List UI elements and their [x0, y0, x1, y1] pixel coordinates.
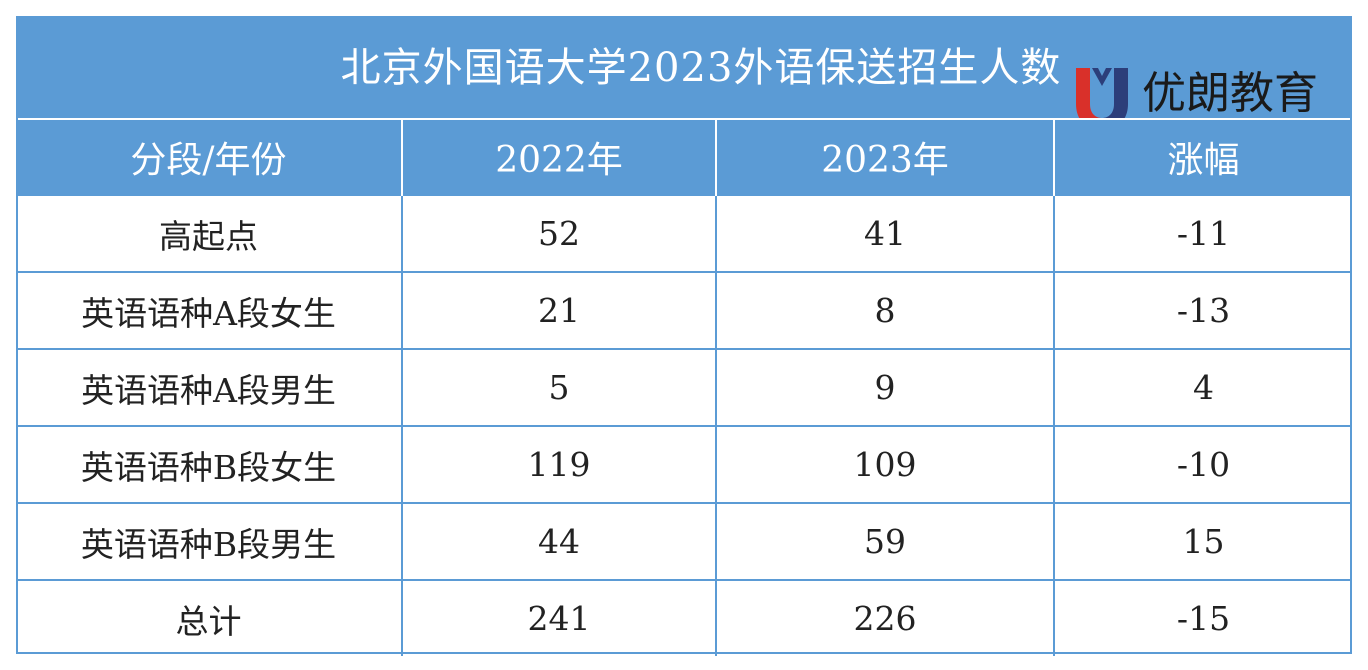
row-label: 总计 [16, 579, 403, 656]
header-segment-year: 分段/年份 [16, 118, 402, 195]
brand-logo: 优朗教育 [1066, 58, 1346, 130]
table-row: 英语语种B段男生 44 59 15 [16, 502, 1352, 581]
table-header-row: 分段/年份 2022年 2023年 涨幅 [16, 118, 1352, 195]
value-2023: 109 [715, 425, 1055, 504]
value-2023: 59 [715, 502, 1055, 581]
page-title: 北京外国语大学2023外语保送招生人数 [340, 45, 1062, 91]
value-2023: 226 [715, 579, 1055, 656]
value-change: -13 [1053, 271, 1352, 350]
table-row: 英语语种A段女生 21 8 -13 [16, 271, 1352, 350]
value-change: -15 [1053, 579, 1352, 656]
header-2023: 2023年 [715, 118, 1054, 195]
row-label: 高起点 [16, 194, 403, 273]
value-2023: 8 [715, 271, 1055, 350]
table-frame [16, 16, 1352, 654]
table-row-total: 总计 241 226 -15 [16, 579, 1352, 656]
value-change: 15 [1053, 502, 1352, 581]
value-change: -10 [1053, 425, 1352, 504]
title-bar: 北京外国语大学2023外语保送招生人数 [16, 16, 1352, 118]
value-2023: 41 [715, 194, 1055, 273]
value-2023: 9 [715, 348, 1055, 427]
header-change: 涨幅 [1053, 118, 1352, 195]
value-2022: 241 [401, 579, 717, 656]
value-2022: 119 [401, 425, 717, 504]
row-label: 英语语种A段男生 [16, 348, 403, 427]
value-2022: 5 [401, 348, 717, 427]
header-2022: 2022年 [401, 118, 716, 195]
value-change: 4 [1053, 348, 1352, 427]
brand-logo-icon [1076, 68, 1128, 130]
row-label: 英语语种B段女生 [16, 425, 403, 504]
table-row: 高起点 52 41 -11 [16, 194, 1352, 273]
row-label: 英语语种B段男生 [16, 502, 403, 581]
value-2022: 44 [401, 502, 717, 581]
table-row: 英语语种B段女生 119 109 -10 [16, 425, 1352, 504]
value-2022: 21 [401, 271, 717, 350]
value-change: -11 [1053, 194, 1352, 273]
brand-name: 优朗教育 [1142, 68, 1318, 119]
table-row: 英语语种A段男生 5 9 4 [16, 348, 1352, 427]
enrollment-table: 分段/年份 2022年 2023年 涨幅 高起点 52 41 -11 英语语种A… [16, 118, 1352, 656]
row-label: 英语语种A段女生 [16, 271, 403, 350]
value-2022: 52 [401, 194, 717, 273]
